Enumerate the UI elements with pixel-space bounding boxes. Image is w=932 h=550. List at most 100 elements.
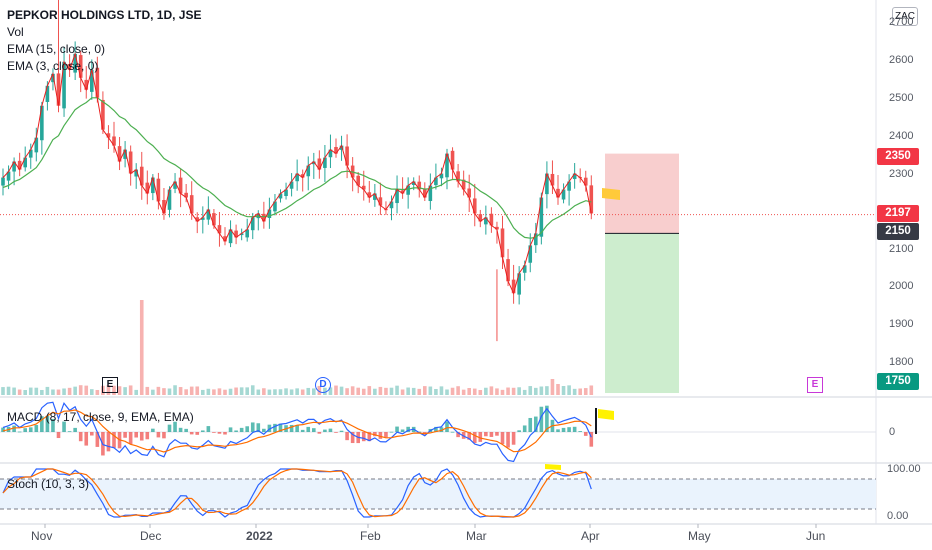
volume-bar [256, 389, 261, 395]
volume-bar [312, 388, 316, 395]
candle-body [156, 178, 161, 202]
candle-body [101, 99, 105, 130]
earnings-marker[interactable]: E [102, 377, 118, 393]
volume-bar [489, 386, 494, 395]
volume-bar [6, 386, 11, 395]
volume-bar [67, 387, 72, 395]
stoch-legend[interactable]: Stoch (10, 3, 3) [7, 477, 90, 491]
volume-bar [106, 385, 111, 395]
macd-histogram-bar [45, 415, 50, 432]
candle-body [334, 146, 338, 154]
macd-histogram-bar [339, 430, 344, 432]
macd-histogram-bar [517, 430, 521, 432]
candle-body [128, 151, 133, 174]
macd-histogram-bar [201, 430, 205, 432]
macd-histogram-bar [312, 428, 316, 432]
candle-body [345, 146, 349, 166]
macd-histogram-bar [106, 432, 111, 452]
volume-bar [95, 389, 100, 395]
macd-histogram-bar [328, 428, 333, 432]
macd-histogram-bar [395, 426, 399, 432]
candle-body [328, 149, 333, 158]
volume-bar [495, 388, 499, 395]
volume-bar [56, 389, 61, 395]
volume-bar [45, 386, 50, 395]
candle-body [273, 201, 277, 212]
macd-histogram-bar [434, 426, 438, 432]
volume-bar [217, 388, 222, 395]
volume-bar [439, 386, 444, 395]
candle-body [495, 226, 499, 230]
macd-histogram-bar [223, 432, 227, 435]
candle-body [289, 181, 294, 189]
volume-bar [156, 386, 161, 395]
macd-histogram-bar [500, 432, 505, 445]
volume-bar [151, 389, 155, 395]
candle-body [567, 181, 571, 191]
candle-body [250, 217, 255, 231]
candle-body [34, 137, 39, 153]
candle-body [545, 173, 549, 195]
macd-histogram-bar [561, 427, 566, 432]
candle-body [228, 229, 233, 244]
candle-body [173, 181, 177, 189]
candle-body [356, 175, 360, 186]
macd-histogram-bar [406, 426, 410, 432]
candle-body [51, 73, 55, 83]
volume-bar [139, 300, 144, 395]
macd-histogram-bar [306, 426, 311, 432]
candle-body [484, 217, 488, 225]
volume-bar [389, 387, 394, 395]
macd-histogram-bar [178, 427, 183, 432]
macd-histogram-bar [295, 424, 299, 432]
upcoming-earnings-marker[interactable]: E [807, 377, 823, 393]
volume-bar [356, 387, 360, 395]
macd-histogram-bar [389, 431, 394, 433]
candle-body [73, 53, 77, 73]
macd-histogram-bar [256, 423, 261, 432]
candle-body [417, 181, 422, 190]
volume-bar [478, 389, 483, 395]
candle-body [278, 193, 283, 199]
macd-histogram-bar [51, 418, 55, 432]
candle-body [78, 55, 83, 78]
candle-body [339, 145, 344, 150]
volume-bar [528, 386, 533, 395]
legend-volume[interactable]: Vol [7, 25, 24, 39]
candle-body [295, 173, 299, 182]
macd-histogram-bar [90, 432, 94, 436]
candle-body [217, 225, 222, 234]
volume-bar [228, 388, 233, 395]
candle-body [572, 173, 577, 180]
legend-ema-3[interactable]: EMA (3, close, 0) [7, 59, 99, 73]
dividend-marker[interactable]: D [315, 377, 331, 393]
macd-histogram-bar [317, 432, 322, 434]
candle-body [500, 228, 505, 258]
legend-ema-15[interactable]: EMA (15, close, 0) [7, 42, 106, 56]
candle-body [312, 161, 316, 165]
volume-bar [556, 384, 560, 395]
candle-body [478, 214, 483, 222]
currency-badge[interactable]: ZAC [892, 7, 918, 26]
candle-body [84, 79, 89, 90]
volume-bar [162, 388, 166, 395]
macd-legend[interactable]: MACD (8, 17, close, 9, EMA, EMA) [7, 410, 194, 424]
macd-histogram-bar [228, 427, 233, 432]
macd-histogram-bar [34, 425, 39, 432]
candle-body [528, 245, 533, 263]
macd-histogram-bar [484, 432, 488, 437]
candle-body [378, 197, 383, 206]
macd-histogram-bar [472, 432, 477, 444]
volume-bar [550, 379, 555, 395]
volume-bar [450, 387, 455, 395]
candle-body [456, 171, 460, 182]
volume-bar [539, 386, 544, 395]
candle-body [189, 195, 194, 214]
macd-histogram-bar [184, 428, 188, 432]
candle-body [400, 190, 405, 194]
macd-histogram-bar [123, 432, 127, 438]
candle-body [284, 189, 288, 197]
candle-body [117, 146, 122, 162]
macd-histogram-bar [495, 432, 499, 436]
